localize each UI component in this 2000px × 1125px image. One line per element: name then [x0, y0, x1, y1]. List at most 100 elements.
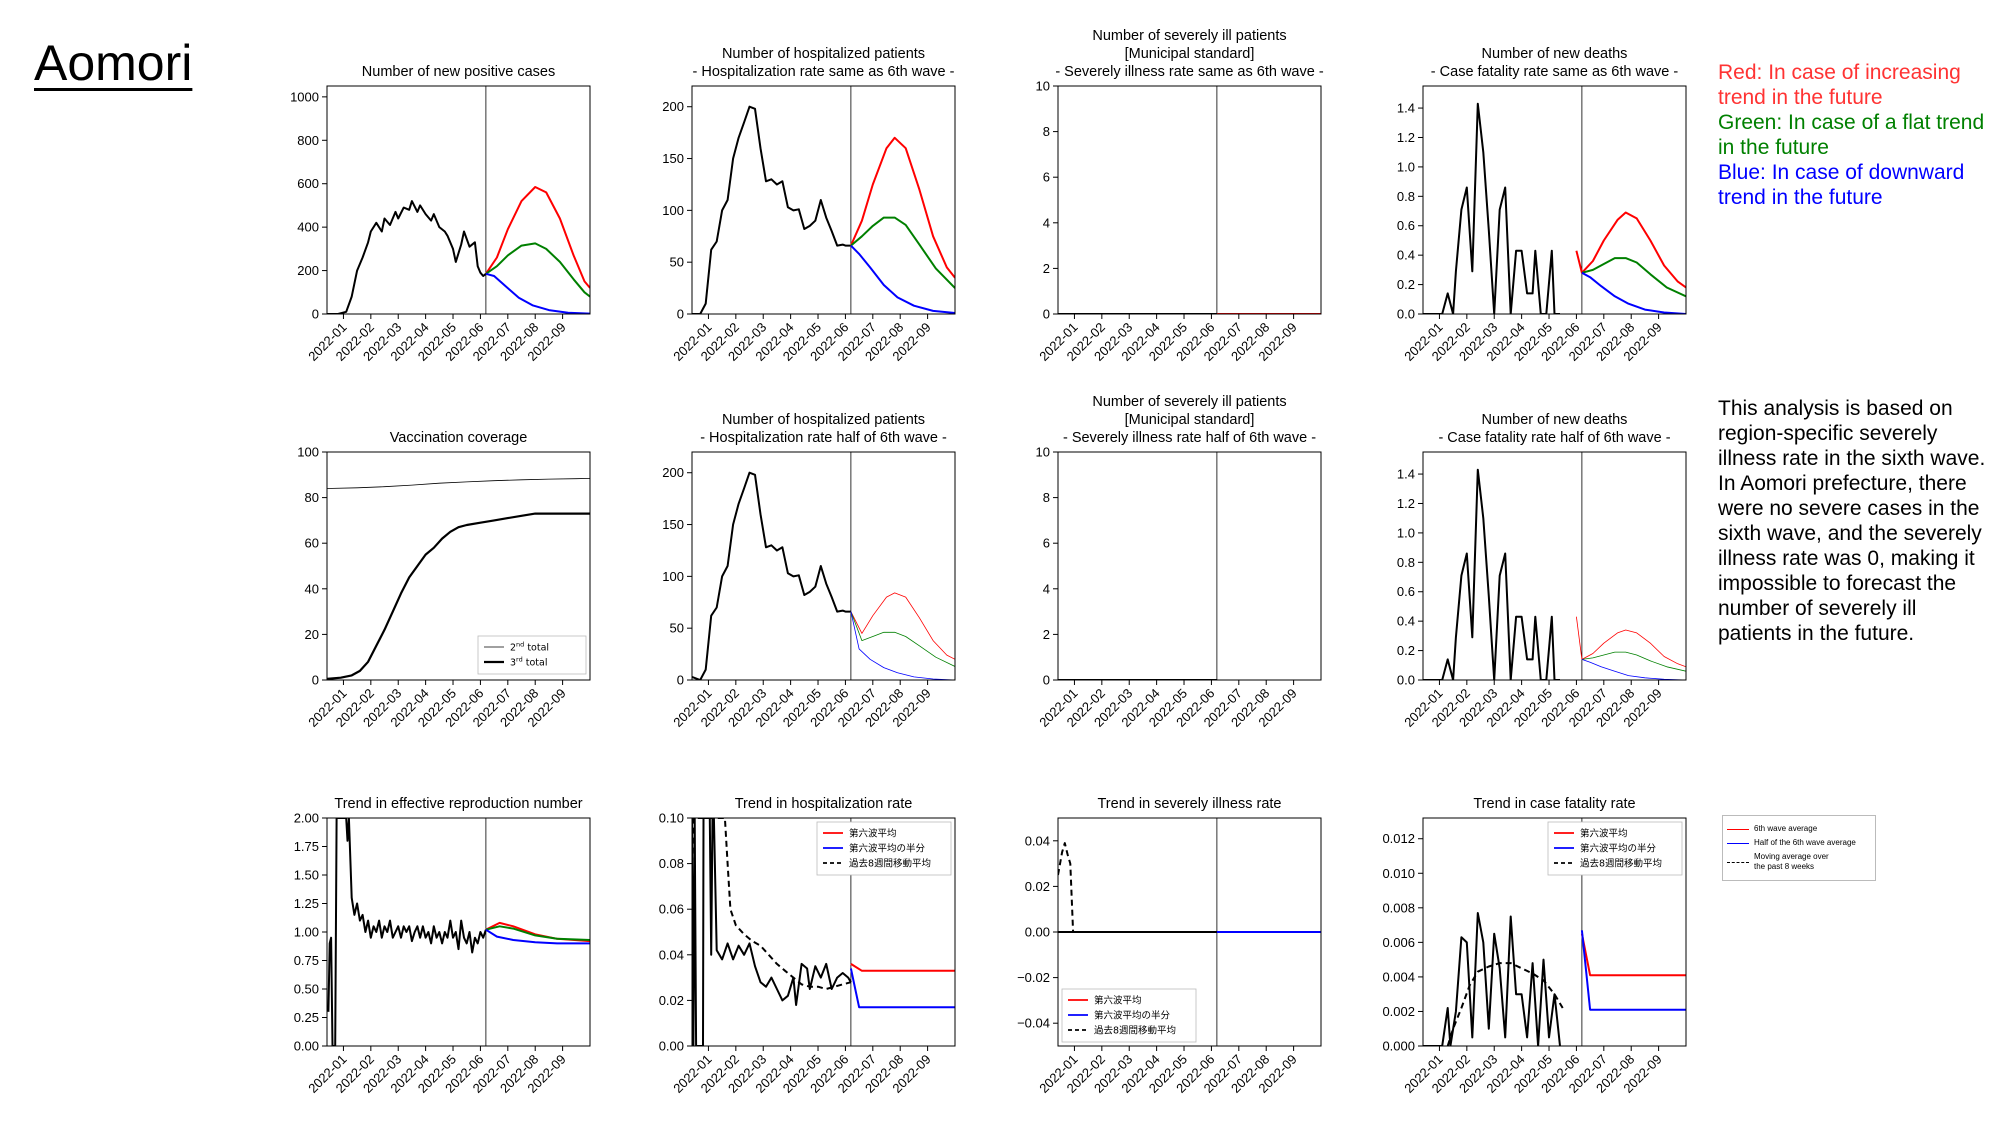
series-line-black — [692, 818, 852, 990]
y-tick-label: 50 — [670, 621, 684, 636]
series-line-black — [1058, 842, 1075, 933]
series-line-black — [692, 471, 851, 680]
y-tick-label: 40 — [305, 581, 319, 596]
plot-frame — [326, 85, 591, 315]
color-legend-blue: Blue: In case of downward trend in the f… — [1718, 161, 1965, 209]
chart-legend-label: 過去8週間移動平均 — [1094, 1025, 1176, 1037]
y-tick-label: 800 — [297, 133, 319, 148]
chart-legend-label: 第六波平均の半分 — [1580, 843, 1657, 855]
chart-legend-label: 第六波平均の半分 — [849, 843, 926, 855]
chart-legend-label: 第六波平均 — [1094, 995, 1142, 1007]
y-tick-label: 0.8 — [1397, 555, 1415, 570]
plot-frame — [326, 817, 591, 1047]
chart-legend-label: 第六波平均 — [1580, 828, 1628, 840]
chart-title: Number of new positive cases — [362, 64, 555, 80]
y-tick-label: 1.0 — [1397, 525, 1415, 540]
y-tick-label: 0 — [1043, 307, 1050, 322]
chart-title: - Case fatality rate half of 6th wave - — [1438, 430, 1670, 446]
series-line-black — [327, 512, 590, 680]
series-line-blue — [850, 611, 955, 680]
series-line-green — [1581, 257, 1686, 298]
chart-legend-box — [1547, 821, 1683, 876]
y-tick-label: 0 — [677, 673, 684, 688]
series-line-blue — [1581, 271, 1686, 314]
chart-legend-label: 2nd total — [510, 641, 549, 654]
y-tick-label: −0.02 — [1017, 970, 1050, 985]
chart-title: - Hospitalization rate same as 6th wave … — [693, 64, 955, 80]
y-tick-label: 0.002 — [1382, 1004, 1415, 1019]
y-tick-label: 0.50 — [294, 982, 319, 997]
series-line-black — [1423, 102, 1560, 314]
chart-title: Trend in effective reproduction number — [334, 796, 582, 812]
y-tick-label: 100 — [662, 203, 684, 218]
y-tick-label: 2 — [1043, 627, 1050, 642]
y-tick-label: 0.08 — [659, 856, 684, 871]
series-line-black — [692, 818, 852, 1046]
chart-title: [Municipal standard] — [1125, 46, 1255, 62]
chart-title: - Severely illness rate same as 6th wave… — [1055, 64, 1324, 80]
chart-deaths-half: Number of new deaths - Case fatality rate… — [1397, 412, 1687, 730]
series-line-black — [1446, 962, 1564, 1046]
y-tick-label: 600 — [297, 176, 319, 191]
y-tick-label: 2.00 — [294, 811, 319, 826]
series-line-black — [1423, 468, 1560, 680]
series-line-black — [1423, 912, 1561, 1046]
series-line-red — [1580, 933, 1686, 977]
series-line-blue — [850, 244, 955, 314]
series-line-green — [850, 611, 955, 667]
series-line-red — [850, 592, 955, 660]
y-tick-label: 0.2 — [1397, 643, 1415, 658]
y-tick-label: 8 — [1043, 124, 1050, 139]
y-tick-label: 0.8 — [1397, 189, 1415, 204]
y-tick-label: 0 — [312, 673, 319, 688]
y-tick-label: 1.75 — [294, 839, 319, 854]
series-group — [692, 105, 955, 314]
page-title: Aomori — [34, 35, 193, 91]
y-tick-label: 0.0 — [1397, 673, 1415, 688]
chart-title: Number of new deaths — [1482, 46, 1628, 62]
y-tick-label: 1.4 — [1397, 467, 1415, 482]
series-line-green — [850, 216, 955, 289]
series-group — [327, 478, 590, 680]
y-tick-label: 0.75 — [294, 953, 319, 968]
y-tick-label: 1000 — [290, 89, 319, 104]
series-line-red — [1576, 616, 1686, 668]
series-line-blue — [485, 272, 590, 314]
y-tick-label: 100 — [662, 569, 684, 584]
y-tick-label: 0.006 — [1382, 935, 1415, 950]
chart-title: Number of hospitalized patients — [722, 46, 925, 62]
color-legend-green: Green: In case of a flat trend in the fu… — [1718, 111, 1985, 159]
y-tick-label: 0 — [1043, 673, 1050, 688]
side-legend-item-6th-avg: 6th wave average — [1727, 824, 1817, 834]
series-line-black — [327, 200, 487, 314]
series-group — [692, 471, 955, 680]
y-tick-label: 1.50 — [294, 868, 319, 883]
y-tick-label: 1.0 — [1397, 159, 1415, 174]
chart-title: Number of hospitalized patients — [722, 412, 925, 428]
y-tick-label: 20 — [305, 627, 319, 642]
plot-frame — [1422, 451, 1687, 681]
color-legend-red: Red: In case of increasing trend in the … — [1718, 61, 1961, 109]
series-group — [1423, 102, 1686, 314]
series-line-blue — [1581, 659, 1686, 680]
y-tick-label: 200 — [297, 263, 319, 278]
color-legend: Red: In case of increasing trend in the … — [1718, 60, 2000, 210]
y-tick-label: 0.00 — [1025, 925, 1050, 940]
y-tick-label: 0.00 — [659, 1039, 684, 1054]
chart-legend-label: 過去8週間移動平均 — [1580, 858, 1662, 870]
chart-title: - Case fatality rate same as 6th wave - — [1431, 64, 1679, 80]
series-line-red — [1575, 211, 1686, 289]
series-group — [1423, 468, 1686, 680]
chart-legend-label: 第六波平均の半分 — [1094, 1010, 1171, 1022]
y-tick-label: 0.06 — [659, 902, 684, 917]
chart-severe-half: Number of severely ill patients [Municipa… — [1036, 394, 1322, 730]
y-tick-label: 10 — [1036, 79, 1050, 94]
chart-title: Number of severely ill patients — [1092, 394, 1286, 410]
series-line-red — [849, 136, 955, 279]
y-tick-label: 1.2 — [1397, 496, 1415, 511]
y-tick-label: 0.04 — [659, 947, 684, 962]
series-line-black — [692, 105, 851, 314]
chart-title: Trend in case fatality rate — [1473, 796, 1635, 812]
y-tick-label: 0.02 — [659, 993, 684, 1008]
